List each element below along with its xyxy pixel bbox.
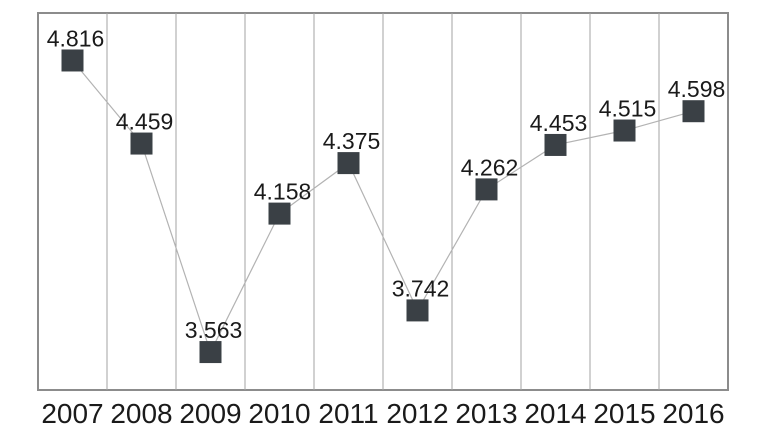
data-label: 4.453 bbox=[530, 110, 588, 136]
x-axis-label: 2014 bbox=[524, 398, 586, 429]
data-label: 3.563 bbox=[185, 317, 243, 343]
data-point-marker bbox=[199, 341, 222, 364]
data-point-marker bbox=[61, 49, 84, 72]
data-point-marker bbox=[268, 202, 291, 225]
data-label: 3.742 bbox=[392, 275, 450, 301]
x-axis-label: 2015 bbox=[593, 398, 655, 429]
x-axis-label: 2007 bbox=[41, 398, 103, 429]
data-label: 4.375 bbox=[323, 128, 381, 154]
data-label: 4.158 bbox=[254, 179, 312, 205]
x-axis-label: 2016 bbox=[662, 398, 724, 429]
x-axis-label: 2009 bbox=[179, 398, 241, 429]
x-axis-label: 2010 bbox=[248, 398, 310, 429]
x-axis-label: 2011 bbox=[318, 398, 378, 429]
data-point-marker bbox=[613, 119, 636, 142]
series-line bbox=[72, 60, 694, 354]
data-point-marker bbox=[475, 178, 498, 201]
x-axis-label: 2012 bbox=[386, 398, 448, 429]
data-label: 4.262 bbox=[461, 154, 519, 180]
data-point-marker bbox=[406, 299, 429, 322]
data-label: 4.459 bbox=[116, 109, 174, 135]
data-point-marker bbox=[130, 132, 153, 155]
data-label: 4.515 bbox=[599, 96, 657, 122]
data-point-marker bbox=[544, 133, 567, 156]
x-axis-label: 2013 bbox=[455, 398, 517, 429]
data-label: 4.816 bbox=[47, 25, 105, 51]
data-point-marker bbox=[682, 100, 705, 123]
data-point-marker bbox=[337, 152, 360, 175]
x-axis-label: 2008 bbox=[110, 398, 172, 429]
data-label: 4.598 bbox=[668, 76, 726, 102]
